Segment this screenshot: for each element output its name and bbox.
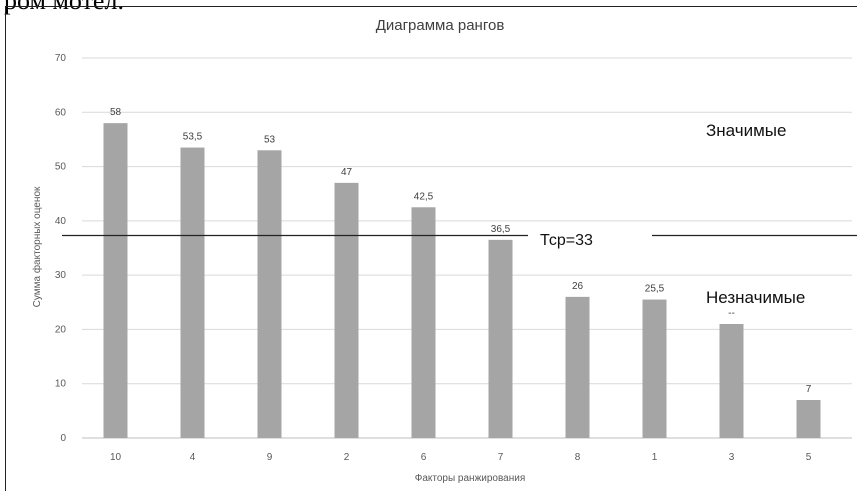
bar-factor-4 bbox=[180, 147, 205, 439]
data-label: 53 bbox=[264, 134, 276, 145]
x-tick-label: 2 bbox=[344, 452, 350, 463]
bar-factor-1 bbox=[642, 299, 667, 438]
x-tick-label: 6 bbox=[421, 452, 427, 463]
x-tick-label: 10 bbox=[110, 452, 122, 463]
data-label: -- bbox=[728, 308, 735, 319]
data-label: 53,5 bbox=[183, 132, 203, 143]
bar-factor-3 bbox=[719, 324, 744, 438]
data-label: 7 bbox=[806, 384, 812, 395]
x-tick-label: 9 bbox=[267, 452, 273, 463]
data-label: 47 bbox=[341, 167, 353, 178]
data-label: 36,5 bbox=[491, 224, 511, 235]
y-axis-ticks: 0 10 20 30 40 50 60 70 bbox=[55, 53, 67, 444]
y-axis-title: Сумма факторных оценок bbox=[31, 186, 43, 307]
y-tick-label: 70 bbox=[55, 53, 67, 64]
threshold-label: Тср=33 bbox=[540, 232, 593, 249]
y-tick-label: 50 bbox=[55, 162, 67, 173]
chart-frame bbox=[5, 6, 857, 491]
significant-label: Значимые bbox=[706, 121, 786, 140]
bar-factor-7 bbox=[488, 239, 513, 438]
y-tick-label: 10 bbox=[55, 379, 67, 390]
x-tick-label: 7 bbox=[498, 452, 504, 463]
bar-factor-5 bbox=[796, 400, 821, 438]
data-label: 25,5 bbox=[645, 284, 665, 295]
x-tick-label: 8 bbox=[575, 452, 581, 463]
bar-factor-6 bbox=[411, 207, 436, 438]
y-tick-label: 0 bbox=[60, 433, 66, 444]
x-tick-label: 1 bbox=[652, 452, 658, 463]
bar-factor-10 bbox=[103, 123, 128, 439]
x-tick-label: 5 bbox=[806, 452, 812, 463]
data-label: 42,5 bbox=[414, 191, 434, 202]
y-tick-label: 40 bbox=[55, 216, 67, 227]
bar-factor-9 bbox=[257, 150, 282, 439]
bars bbox=[103, 123, 821, 439]
x-axis-ticks: 10 4 9 2 6 7 8 1 3 5 bbox=[110, 452, 812, 463]
y-tick-label: 60 bbox=[55, 107, 67, 118]
bar-factor-2 bbox=[334, 182, 359, 438]
y-tick-label: 30 bbox=[55, 270, 67, 281]
x-axis-title: Факторы ранжирования bbox=[415, 473, 526, 484]
data-labels: 58 53,5 53 47 42,5 36,5 26 25,5 -- 7 bbox=[110, 107, 812, 395]
y-tick-label: 20 bbox=[55, 324, 67, 335]
page-fragment-text: ром мотел. bbox=[4, 0, 124, 15]
bar-factor-8 bbox=[565, 296, 590, 438]
x-tick-label: 3 bbox=[729, 452, 735, 463]
x-tick-label: 4 bbox=[190, 452, 196, 463]
insignificant-label: Незначимые bbox=[706, 288, 805, 307]
data-label: 26 bbox=[572, 281, 584, 292]
chart-title: Диаграмма рангов bbox=[376, 17, 505, 34]
data-label: 58 bbox=[110, 107, 122, 118]
